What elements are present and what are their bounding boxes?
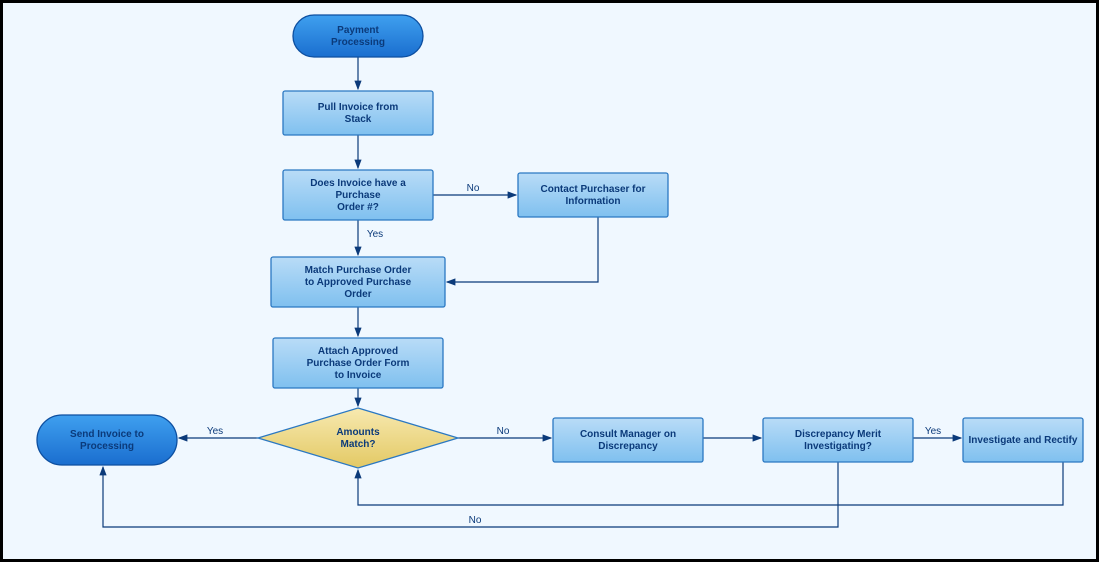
node-merit: Discrepancy MeritInvestigating?: [763, 418, 913, 462]
edge-label-hasPO-contact: No: [467, 183, 480, 194]
node-text-hasPO-2: Order #?: [337, 202, 379, 213]
node-attach: Attach ApprovedPurchase Order Formto Inv…: [273, 338, 443, 388]
node-text-attach-2: to Invoice: [335, 370, 382, 381]
node-text-send-1: Processing: [80, 441, 134, 452]
node-text-hasPO-1: Purchase: [335, 190, 380, 201]
node-investigate: Investigate and Rectify: [963, 418, 1083, 462]
node-text-amounts-1: Match?: [341, 439, 376, 450]
node-text-merit-1: Investigating?: [804, 441, 872, 452]
node-text-match-0: Match Purchase Order: [305, 265, 412, 276]
edge-label-amounts-consult: No: [497, 426, 510, 437]
node-text-amounts-0: Amounts: [336, 427, 380, 438]
node-start: PaymentProcessing: [293, 15, 423, 57]
node-send: Send Invoice toProcessing: [37, 415, 177, 465]
node-pull: Pull Invoice fromStack: [283, 91, 433, 135]
node-amounts: AmountsMatch?: [258, 408, 458, 468]
node-text-attach-0: Attach Approved: [318, 346, 398, 357]
node-text-hasPO-0: Does Invoice have a: [310, 178, 406, 189]
node-text-attach-1: Purchase Order Form: [307, 358, 410, 369]
edge-contact-match: [447, 217, 598, 282]
node-text-send-0: Send Invoice to: [70, 429, 144, 440]
edge-label-merit-send: No: [469, 515, 482, 526]
node-layer: PaymentProcessingPull Invoice fromStackD…: [37, 15, 1083, 468]
node-match: Match Purchase Orderto Approved Purchase…: [271, 257, 445, 307]
node-hasPO: Does Invoice have aPurchaseOrder #?: [283, 170, 433, 220]
edge-label-amounts-send: Yes: [207, 426, 223, 437]
node-text-merit-0: Discrepancy Merit: [795, 429, 882, 440]
node-text-start-0: Payment: [337, 25, 379, 36]
node-text-pull-0: Pull Invoice from: [318, 102, 399, 113]
flowchart-svg: NoYesYesNoYesNoPaymentProcessingPull Inv…: [3, 3, 1096, 559]
node-contact: Contact Purchaser forInformation: [518, 173, 668, 217]
flowchart-canvas: NoYesYesNoYesNoPaymentProcessingPull Inv…: [0, 0, 1099, 562]
node-text-start-1: Processing: [331, 37, 385, 48]
node-consult: Consult Manager onDiscrepancy: [553, 418, 703, 462]
edge-investigate-amounts: [358, 462, 1063, 505]
node-text-consult-1: Discrepancy: [598, 441, 658, 452]
node-text-contact-1: Information: [566, 196, 621, 207]
edge-label-merit-investigate: Yes: [925, 426, 941, 437]
node-text-consult-0: Consult Manager on: [580, 429, 676, 440]
node-text-pull-1: Stack: [345, 114, 372, 125]
node-text-investigate-0: Investigate and Rectify: [969, 435, 1078, 446]
edge-label-hasPO-match: Yes: [367, 229, 383, 240]
node-text-match-2: Order: [344, 289, 371, 300]
node-text-contact-0: Contact Purchaser for: [540, 184, 645, 195]
node-text-match-1: to Approved Purchase: [305, 277, 412, 288]
